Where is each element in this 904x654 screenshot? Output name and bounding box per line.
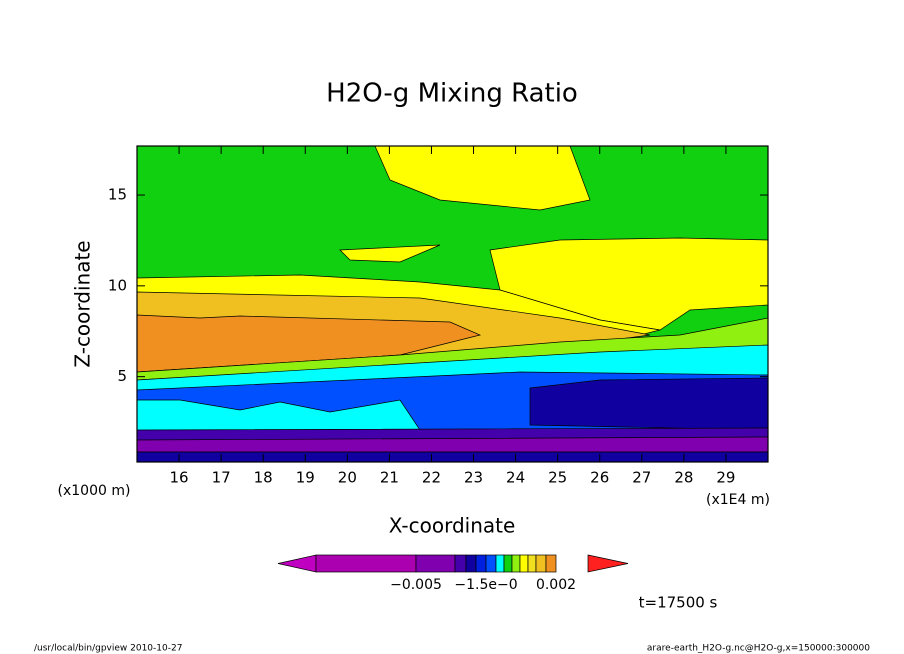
colorbar-segment — [545, 554, 557, 573]
contour-region — [339, 244, 441, 263]
colorbar-segment — [315, 554, 417, 573]
colorbar-segment — [511, 554, 521, 573]
colorbar-tick-label: −1.5e−0 — [454, 577, 517, 593]
plot-frame — [136, 145, 769, 463]
y-tick-label: 5 — [117, 367, 127, 385]
colorbar-segment — [454, 554, 467, 573]
x-tick-label: 29 — [716, 469, 735, 487]
colorbar-segment — [465, 554, 477, 573]
contour-region — [529, 377, 769, 431]
x-tick-label: 19 — [296, 469, 315, 487]
colorbar-segment — [535, 554, 547, 573]
x-tick-label: 20 — [338, 469, 357, 487]
chart-title: H2O-g Mixing Ratio — [326, 79, 578, 109]
x-tick-label: 18 — [254, 469, 273, 487]
footer-right: arare-earth_H2O-g.nc@H2O-g,x=150000:3000… — [647, 644, 870, 654]
x-tick-label: 25 — [548, 469, 567, 487]
x-tick-label: 22 — [422, 469, 441, 487]
y-tick-label: 15 — [108, 186, 127, 204]
x-tick-label: 27 — [632, 469, 651, 487]
x-tick-label: 23 — [464, 469, 483, 487]
colorbar-tick-label: −0.005 — [390, 577, 442, 593]
colorbar-end — [587, 554, 629, 573]
colorbar-segment — [485, 554, 497, 573]
colorbar-segment — [495, 554, 505, 573]
x-tick-label: 24 — [506, 469, 525, 487]
x-tick-label: 21 — [380, 469, 399, 487]
x-unit: (x1E4 m) — [706, 492, 770, 508]
x-tick-label: 26 — [590, 469, 609, 487]
colorbar-segment — [503, 554, 513, 573]
y-tick-label: 10 — [108, 276, 127, 294]
x-tick-label: 28 — [674, 469, 693, 487]
x-axis-label: X-coordinate — [389, 514, 516, 538]
x-tick-label: 17 — [212, 469, 231, 487]
colorbar-segment — [519, 554, 529, 573]
colorbar-segment — [415, 554, 456, 573]
x-tick-label: 16 — [170, 469, 189, 487]
y-axis-label: Z-coordinate — [71, 240, 95, 367]
contour-region — [136, 436, 769, 453]
y-unit: (x1000 m) — [58, 483, 131, 499]
time-annotation: t=17500 s — [639, 594, 718, 612]
colorbar-segment — [475, 554, 487, 573]
colorbar-tick-label: 0.002 — [536, 577, 576, 593]
contour-region — [136, 451, 769, 463]
contour-field — [136, 145, 769, 463]
footer-left: /usr/local/bin/gpview 2010-10-27 — [34, 644, 182, 654]
colorbar-segment — [527, 554, 537, 573]
